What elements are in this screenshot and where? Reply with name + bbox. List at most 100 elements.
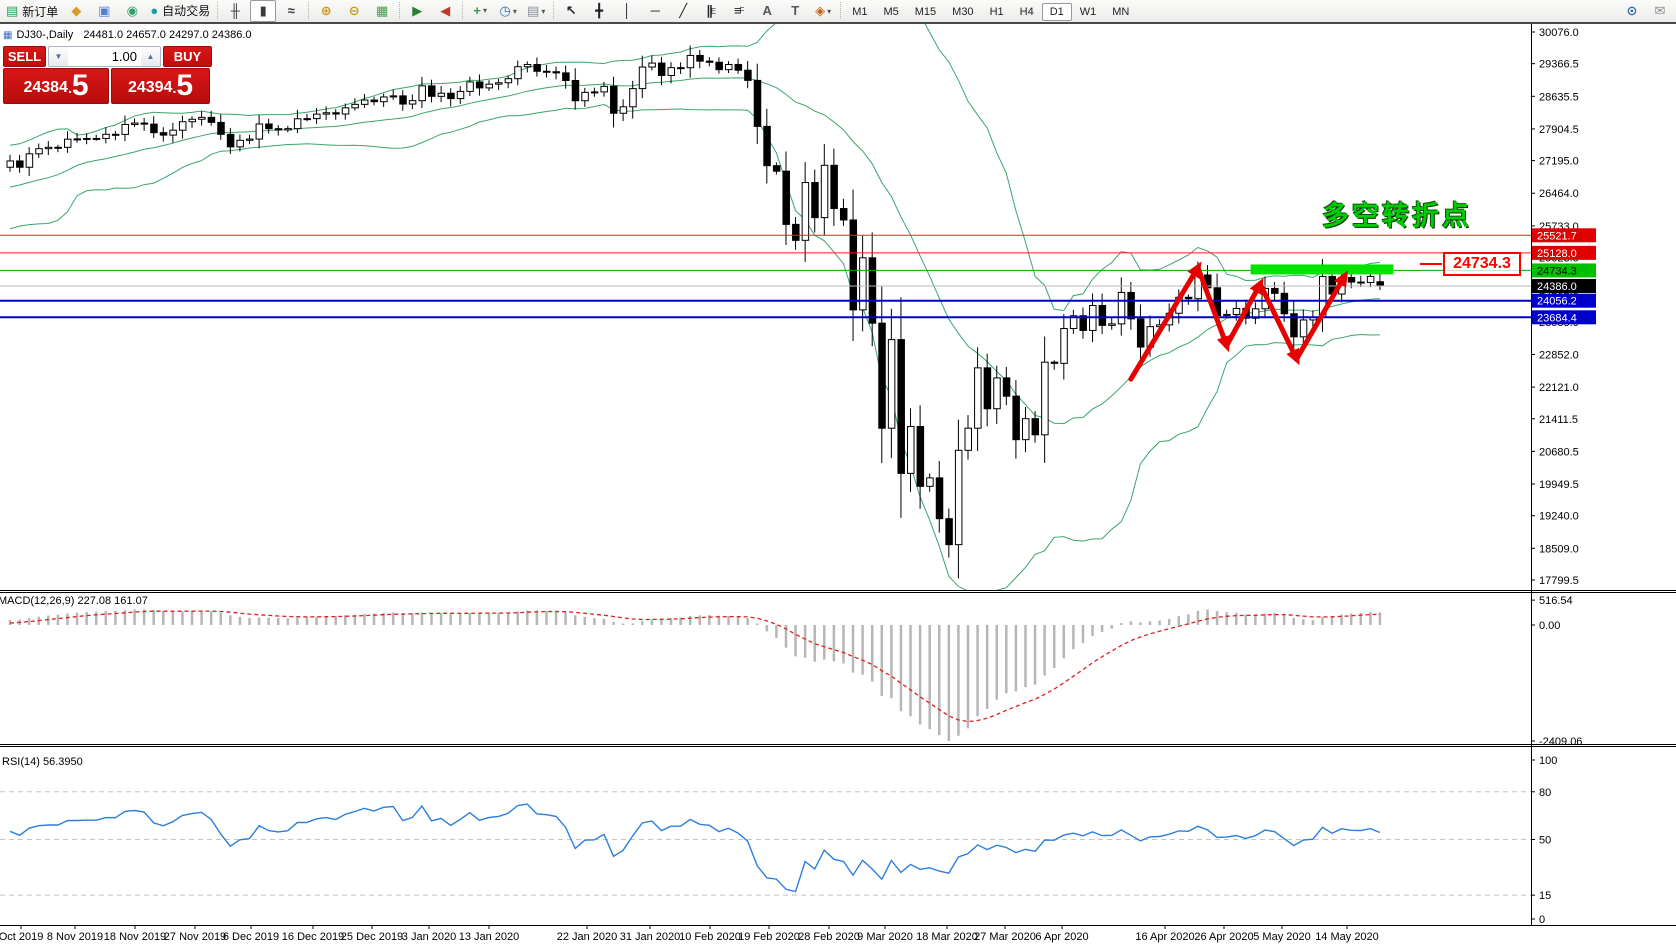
- navigator-button[interactable]: ◉: [119, 0, 145, 22]
- buy-price-main: 24394: [127, 79, 173, 96]
- resistance-highlight-bar[interactable]: [1250, 264, 1394, 275]
- candlestick-chart-button[interactable]: ▮: [250, 0, 277, 23]
- tile-windows-button[interactable]: ▦: [369, 0, 395, 22]
- level-price-label: 23684.4: [1532, 310, 1596, 325]
- chart-shift-icon: ◀: [440, 3, 451, 19]
- chart-shift-button[interactable]: ◀: [432, 0, 458, 22]
- chart-window[interactable]: 30076.0 29366.5 28635.5 27904.5 27195.0 26464…: [0, 24, 1676, 944]
- svg-text:28635.5: 28635.5: [1539, 91, 1579, 103]
- buy-button[interactable]: BUY: [163, 46, 212, 67]
- svg-text:27904.5: 27904.5: [1539, 124, 1579, 136]
- indicators-button[interactable]: + ▾: [467, 0, 493, 22]
- toolbar-buttons: ▤ 新订单 ◆ ▣ ◉ ● 自动交易 ╫ ▮ ≈ ⊕ ⊖ ▦ ▶ ◀ + ▾ ◷ ▾ ▤ ▾ ↖ ╋ │ ─ ╱ ∥ E ≡ F A T ◈ ▾: [2, 0, 844, 23]
- main-toolbar: ▤ 新订单 ◆ ▣ ◉ ● 自动交易 ╫ ▮ ≈ ⊕ ⊖ ▦ ▶ ◀ + ▾ ◷ ▾ ▤ ▾ ↖ ╋ │ ─ ╱ ∥ E ≡ F A T ◈ ▾ …: [0, 0, 1676, 24]
- text-button[interactable]: A: [754, 0, 780, 22]
- timeframe-m5-button[interactable]: M5: [883, 6, 899, 18]
- cursor-button[interactable]: ↖: [558, 0, 584, 22]
- crosshair-button[interactable]: ╋: [586, 0, 612, 22]
- resistance-price-label[interactable]: 24734.3: [1443, 252, 1521, 276]
- equidistant-channel-button[interactable]: ∥ E: [698, 0, 724, 22]
- timeframe-w1-button[interactable]: W1: [1079, 6, 1097, 18]
- volume-input[interactable]: [68, 47, 141, 66]
- one-click-trading-panel: SELL ▼ ▲ BUY 24384.5 24394.5: [3, 46, 212, 104]
- svg-text:26464.0: 26464.0: [1539, 188, 1579, 200]
- indicators-icon: +: [473, 3, 481, 19]
- data-window-icon: ▣: [98, 3, 111, 19]
- timeframe-m15-button[interactable]: M15: [914, 6, 937, 18]
- svg-text:24386.0: 24386.0: [1537, 281, 1577, 293]
- chart-canvas[interactable]: 30076.0 29366.5 28635.5 27904.5 27195.0 26464…: [0, 24, 1676, 944]
- sell-price-dot: .: [67, 80, 72, 96]
- symbols-button[interactable]: ◆: [63, 0, 89, 22]
- turning-point-annotation[interactable]: 多空转折点: [1322, 201, 1472, 231]
- timeframe-m30-button[interactable]: M30: [952, 6, 974, 18]
- horizontal-level-lines[interactable]: [0, 234, 1531, 319]
- horizontal-line-icon: ─: [650, 3, 660, 19]
- periods-button[interactable]: ◷ ▾: [495, 0, 521, 22]
- chat-icon: ✉: [1654, 3, 1666, 18]
- svg-text:22852.0: 22852.0: [1539, 349, 1579, 361]
- templates-icon: ▤: [527, 3, 540, 19]
- arrows-icon: ◈: [815, 3, 826, 19]
- trendline-button[interactable]: ╱: [670, 0, 696, 22]
- new-order-icon: ▤: [6, 3, 19, 19]
- volume-up-button[interactable]: ▲: [141, 47, 160, 66]
- toolbar-separator: [217, 2, 219, 20]
- zigzag-annotation[interactable]: [1128, 261, 1349, 382]
- new-order-button-label: 新订单: [22, 4, 59, 19]
- timeframe-h4-button[interactable]: H4: [1019, 6, 1034, 18]
- timeframe-d1-button[interactable]: D1: [1041, 3, 1072, 21]
- timeframe-m1-button[interactable]: M1: [852, 6, 868, 18]
- zoom-out-button[interactable]: ⊖: [341, 0, 367, 22]
- bar-chart-button[interactable]: ╫: [222, 0, 248, 22]
- macd-axis: 516.54 0.00 -2409.06: [1531, 595, 1582, 748]
- navigator-icon: ◉: [126, 3, 138, 19]
- svg-text:27 Mar 2020: 27 Mar 2020: [974, 931, 1036, 943]
- line-chart-button[interactable]: ≈: [278, 0, 304, 22]
- svg-text:19 Feb 2020: 19 Feb 2020: [738, 931, 800, 943]
- fibonacci-icon: ≡: [733, 3, 742, 19]
- vertical-line-button[interactable]: │: [614, 0, 640, 22]
- sell-price-button[interactable]: 24384. 5: [3, 68, 109, 104]
- svg-text:25128.0: 25128.0: [1537, 248, 1577, 260]
- data-window-button[interactable]: ▣: [91, 0, 117, 22]
- volume-down-button[interactable]: ▼: [49, 47, 68, 66]
- text-label-button[interactable]: T: [782, 0, 808, 22]
- svg-text:23684.4: 23684.4: [1537, 312, 1577, 324]
- sell-button[interactable]: SELL: [3, 46, 46, 67]
- icon-subscript: F: [739, 6, 745, 16]
- chat-button[interactable]: ✉: [1647, 0, 1673, 22]
- auto-scroll-icon: ▶: [412, 3, 423, 19]
- zoom-in-button[interactable]: ⊕: [313, 0, 339, 22]
- search-icon: ⊙: [1626, 3, 1638, 18]
- candlestick-chart-icon: ▮: [259, 3, 267, 19]
- periods-icon: ◷: [499, 3, 511, 19]
- arrows-button[interactable]: ◈ ▾: [810, 0, 836, 22]
- autotrading-button[interactable]: ● 自动交易: [147, 0, 213, 22]
- new-order-button[interactable]: ▤ 新订单: [3, 0, 61, 22]
- buy-price-button[interactable]: 24394. 5: [111, 68, 210, 104]
- toolbar-right: ⊙ ✉: [1618, 0, 1674, 22]
- svg-text:10 Feb 2020: 10 Feb 2020: [679, 931, 741, 943]
- svg-text:9 Mar 2020: 9 Mar 2020: [857, 931, 913, 943]
- cursor-icon: ↖: [565, 3, 577, 19]
- templates-button[interactable]: ▤ ▾: [523, 0, 549, 22]
- horizontal-line-button[interactable]: ─: [642, 0, 668, 22]
- zoom-out-icon: ⊖: [348, 3, 360, 19]
- panel-frame: [0, 24, 1676, 926]
- search-button[interactable]: ⊙: [1619, 0, 1645, 22]
- ohlc-values: 24481.0 24657.0 24297.0 24386.0: [83, 29, 252, 41]
- svg-text:27195.0: 27195.0: [1539, 156, 1579, 168]
- svg-text:25 Dec 2019: 25 Dec 2019: [341, 931, 403, 943]
- timeframe-h1-button[interactable]: H1: [989, 6, 1004, 18]
- fibonacci-button[interactable]: ≡ F: [726, 0, 752, 22]
- auto-scroll-button[interactable]: ▶: [404, 0, 430, 22]
- svg-text:25521.7: 25521.7: [1537, 230, 1577, 242]
- timeframe-mn-button[interactable]: MN: [1112, 6, 1130, 18]
- svg-text:100: 100: [1539, 755, 1557, 767]
- svg-text:15: 15: [1539, 890, 1551, 902]
- tile-windows-icon: ▦: [376, 3, 389, 19]
- svg-text:18 Nov 2019: 18 Nov 2019: [104, 931, 166, 943]
- svg-text:31 Jan 2020: 31 Jan 2020: [620, 931, 681, 943]
- svg-text:19240.0: 19240.0: [1539, 511, 1579, 523]
